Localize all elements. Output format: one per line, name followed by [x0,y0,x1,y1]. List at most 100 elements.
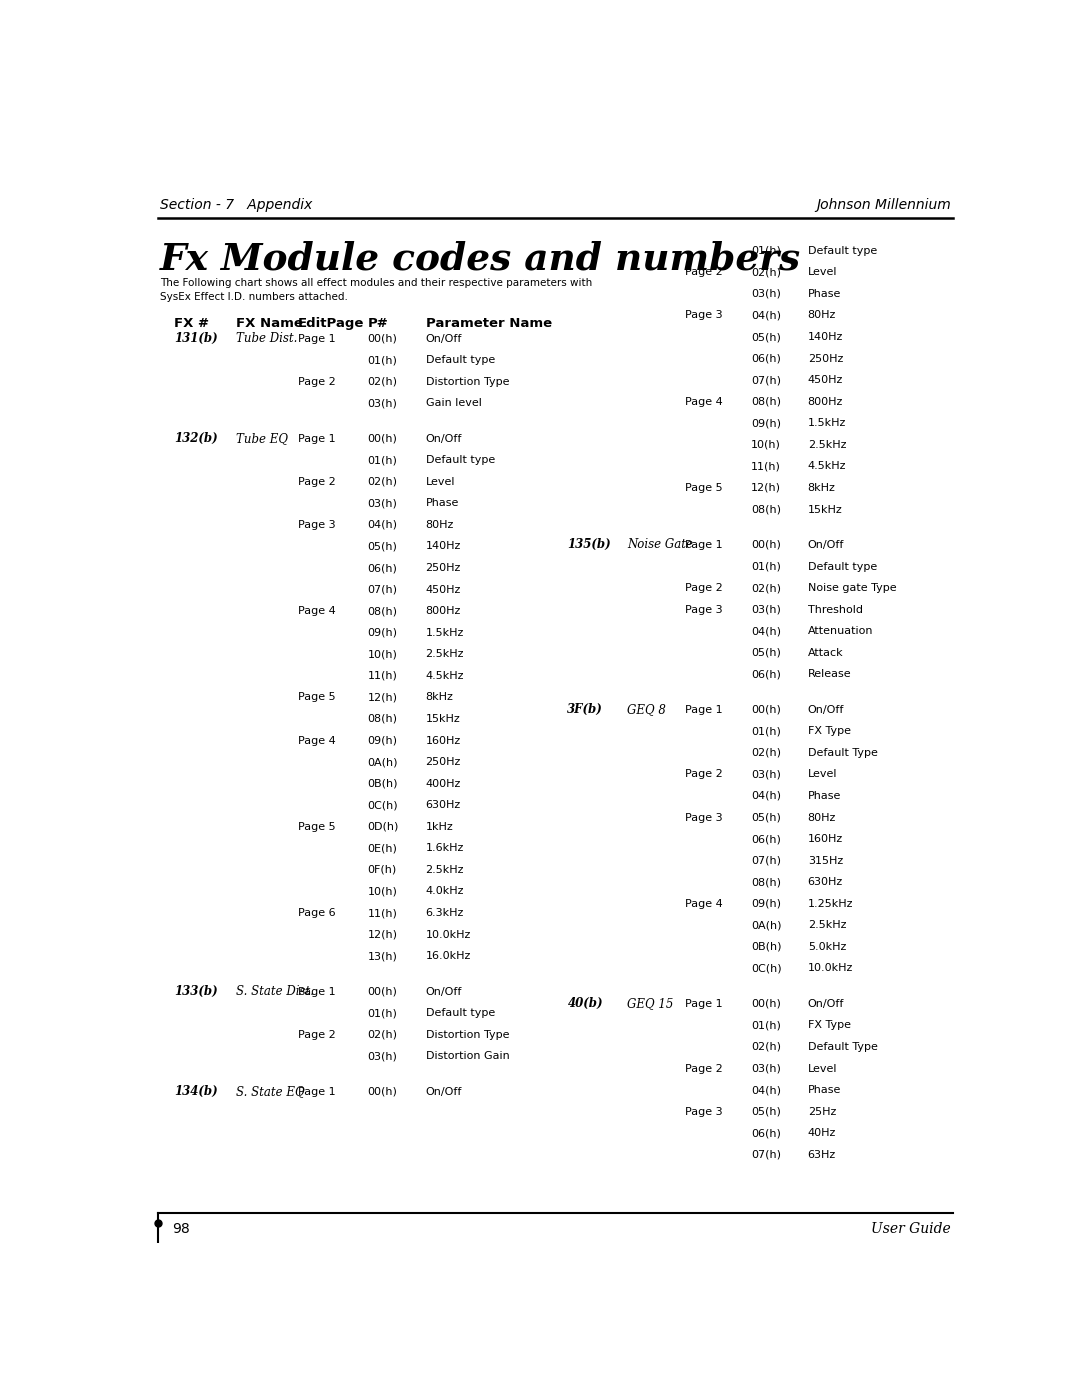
Text: 25Hz: 25Hz [808,1106,836,1116]
Text: Tube EQ: Tube EQ [235,432,287,446]
Text: FX Type: FX Type [808,1020,851,1031]
Text: 01(h): 01(h) [751,246,781,256]
Text: Page 4: Page 4 [298,735,336,746]
Text: 02(h): 02(h) [367,1030,397,1039]
Text: Attack: Attack [808,648,843,658]
Text: Page 3: Page 3 [685,310,723,320]
Text: 02(h): 02(h) [367,377,397,387]
Text: Release: Release [808,669,851,679]
Text: EditPage: EditPage [298,317,364,330]
Text: 03(h): 03(h) [751,289,781,299]
Text: 09(h): 09(h) [751,418,781,429]
Text: 40(b): 40(b) [567,997,603,1010]
Text: 04(h): 04(h) [751,791,781,800]
Text: 02(h): 02(h) [751,267,781,278]
Text: 80Hz: 80Hz [426,520,454,529]
Text: 00(h): 00(h) [367,1087,397,1097]
Text: 8kHz: 8kHz [808,483,836,493]
Text: Page 4: Page 4 [685,898,723,909]
Text: Page 1: Page 1 [298,433,336,444]
Text: Noise gate Type: Noise gate Type [808,583,896,594]
Text: 07(h): 07(h) [367,584,397,595]
Text: 06(h): 06(h) [367,563,397,573]
Text: Default type: Default type [808,562,877,571]
Text: 3F(b): 3F(b) [567,703,604,717]
Text: Attenuation: Attenuation [808,626,874,636]
Text: Page 2: Page 2 [685,267,723,278]
Text: 6.3kHz: 6.3kHz [426,908,464,918]
Text: S. State Dist.: S. State Dist. [235,985,314,997]
Text: 135(b): 135(b) [567,538,611,552]
Text: Page 2: Page 2 [298,377,336,387]
Text: Distortion Gain: Distortion Gain [426,1051,510,1062]
Text: Page 1: Page 1 [298,986,336,996]
Text: Page 3: Page 3 [298,520,336,529]
Text: Page 2: Page 2 [298,476,336,486]
Text: 11(h): 11(h) [367,908,397,918]
Text: Page 3: Page 3 [685,813,723,823]
Text: 0B(h): 0B(h) [751,942,782,951]
Text: Page 5: Page 5 [685,483,723,493]
Text: 07(h): 07(h) [751,376,781,386]
Text: 0B(h): 0B(h) [367,778,399,789]
Text: Level: Level [808,1063,837,1073]
Text: Level: Level [808,267,837,278]
Text: FX Type: FX Type [808,726,851,736]
Text: 01(h): 01(h) [367,1009,397,1018]
Text: 03(h): 03(h) [367,499,397,509]
Text: On/Off: On/Off [426,1087,462,1097]
Text: 2.5kHz: 2.5kHz [808,440,847,450]
Text: Johnson Millennium: Johnson Millennium [816,197,951,211]
Text: 250Hz: 250Hz [426,563,461,573]
Text: 1kHz: 1kHz [426,821,454,831]
Text: 00(h): 00(h) [367,986,397,996]
Text: 0A(h): 0A(h) [751,921,782,930]
Text: 450Hz: 450Hz [426,584,461,595]
Text: 630Hz: 630Hz [426,800,461,810]
Text: 09(h): 09(h) [751,898,781,909]
Text: On/Off: On/Off [426,334,462,344]
Text: Page 2: Page 2 [685,583,723,594]
Text: 15kHz: 15kHz [808,504,842,514]
Text: The Following chart shows all effect modules and their respective parameters wit: The Following chart shows all effect mod… [160,278,592,288]
Text: 160Hz: 160Hz [426,735,461,746]
Text: 12(h): 12(h) [367,693,397,703]
Text: Distortion Type: Distortion Type [426,377,509,387]
Text: 08(h): 08(h) [367,714,397,724]
Text: 0E(h): 0E(h) [367,844,397,854]
Text: Phase: Phase [808,1085,841,1095]
Text: On/Off: On/Off [808,539,845,550]
Text: Page 5: Page 5 [298,693,336,703]
Text: 06(h): 06(h) [751,353,781,363]
Text: 02(h): 02(h) [367,476,397,486]
Text: 800Hz: 800Hz [808,397,843,407]
Text: 450Hz: 450Hz [808,376,843,386]
Text: Default type: Default type [808,246,877,256]
Text: Page 1: Page 1 [298,334,336,344]
Text: Page 6: Page 6 [298,908,336,918]
Text: Threshold: Threshold [808,605,863,615]
Text: 140Hz: 140Hz [808,332,843,342]
Text: 16.0kHz: 16.0kHz [426,951,471,961]
Text: Parameter Name: Parameter Name [426,317,552,330]
Text: Tube Dist.: Tube Dist. [235,332,297,345]
Text: 10(h): 10(h) [367,887,397,897]
Text: Default Type: Default Type [808,1042,878,1052]
Text: 315Hz: 315Hz [808,855,843,866]
Text: Page 1: Page 1 [685,704,723,715]
Text: 03(h): 03(h) [751,605,781,615]
Text: Page 1: Page 1 [685,539,723,550]
Text: 05(h): 05(h) [751,332,781,342]
Text: 4.5kHz: 4.5kHz [808,461,847,471]
Text: 134(b): 134(b) [174,1085,217,1098]
Text: P#: P# [367,317,388,330]
Text: 04(h): 04(h) [751,1085,781,1095]
Text: Page 3: Page 3 [685,1106,723,1116]
Text: 2.5kHz: 2.5kHz [808,921,847,930]
Text: 03(h): 03(h) [367,398,397,408]
Text: 00(h): 00(h) [751,704,781,715]
Text: 04(h): 04(h) [751,626,781,636]
Text: 02(h): 02(h) [751,583,781,594]
Text: S. State EQ: S. State EQ [235,1085,305,1098]
Text: Phase: Phase [808,791,841,800]
